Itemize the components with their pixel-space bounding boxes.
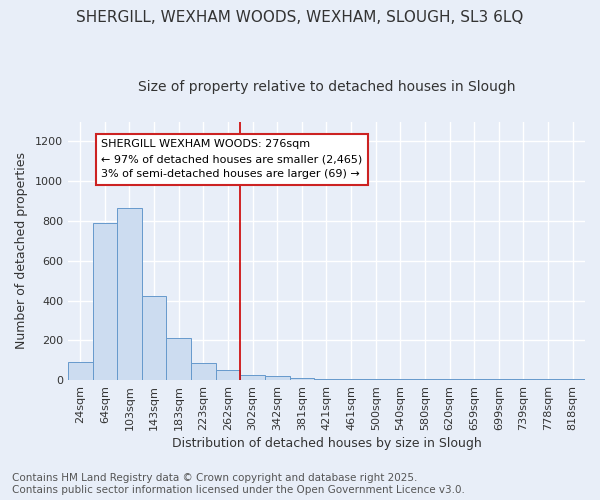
- Bar: [117, 208, 142, 380]
- Text: SHERGILL WEXHAM WOODS: 276sqm
← 97% of detached houses are smaller (2,465)
3% of: SHERGILL WEXHAM WOODS: 276sqm ← 97% of d…: [101, 140, 362, 179]
- X-axis label: Distribution of detached houses by size in Slough: Distribution of detached houses by size …: [172, 437, 481, 450]
- Bar: [290, 378, 314, 380]
- Bar: [92, 223, 117, 380]
- Y-axis label: Number of detached properties: Number of detached properties: [15, 152, 28, 350]
- Bar: [142, 296, 166, 380]
- Bar: [265, 376, 290, 380]
- Bar: [191, 362, 215, 380]
- Text: SHERGILL, WEXHAM WOODS, WEXHAM, SLOUGH, SL3 6LQ: SHERGILL, WEXHAM WOODS, WEXHAM, SLOUGH, …: [76, 10, 524, 25]
- Bar: [240, 375, 265, 380]
- Bar: [68, 362, 92, 380]
- Text: Contains HM Land Registry data © Crown copyright and database right 2025.
Contai: Contains HM Land Registry data © Crown c…: [12, 474, 465, 495]
- Bar: [215, 370, 240, 380]
- Bar: [166, 338, 191, 380]
- Title: Size of property relative to detached houses in Slough: Size of property relative to detached ho…: [138, 80, 515, 94]
